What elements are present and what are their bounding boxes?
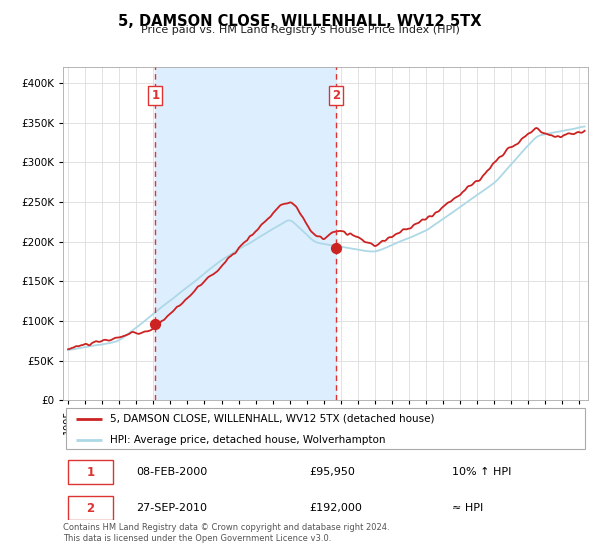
Text: 5, DAMSON CLOSE, WILLENHALL, WV12 5TX: 5, DAMSON CLOSE, WILLENHALL, WV12 5TX (118, 14, 482, 29)
Text: 2: 2 (86, 502, 95, 515)
Text: 1: 1 (86, 465, 95, 479)
Text: 1: 1 (151, 89, 160, 102)
FancyBboxPatch shape (68, 460, 113, 484)
Text: 27-SEP-2010: 27-SEP-2010 (137, 503, 208, 513)
Text: 5, DAMSON CLOSE, WILLENHALL, WV12 5TX (detached house): 5, DAMSON CLOSE, WILLENHALL, WV12 5TX (d… (110, 413, 435, 423)
Text: £192,000: £192,000 (310, 503, 362, 513)
Text: Price paid vs. HM Land Registry's House Price Index (HPI): Price paid vs. HM Land Registry's House … (140, 25, 460, 35)
Text: This data is licensed under the Open Government Licence v3.0.: This data is licensed under the Open Gov… (63, 534, 331, 543)
Text: 08-FEB-2000: 08-FEB-2000 (137, 467, 208, 477)
Text: 2: 2 (332, 89, 340, 102)
Point (331, 244, 341, 253)
Text: 10% ↑ HPI: 10% ↑ HPI (452, 467, 511, 477)
FancyBboxPatch shape (65, 408, 586, 449)
Text: Contains HM Land Registry data © Crown copyright and database right 2024.: Contains HM Land Registry data © Crown c… (63, 523, 389, 532)
Text: £95,950: £95,950 (310, 467, 356, 477)
Text: HPI: Average price, detached house, Wolverhampton: HPI: Average price, detached house, Wolv… (110, 436, 386, 446)
FancyBboxPatch shape (68, 497, 113, 520)
Point (151, 320, 160, 329)
Bar (155, 67, 336, 400)
Text: ≈ HPI: ≈ HPI (452, 503, 483, 513)
